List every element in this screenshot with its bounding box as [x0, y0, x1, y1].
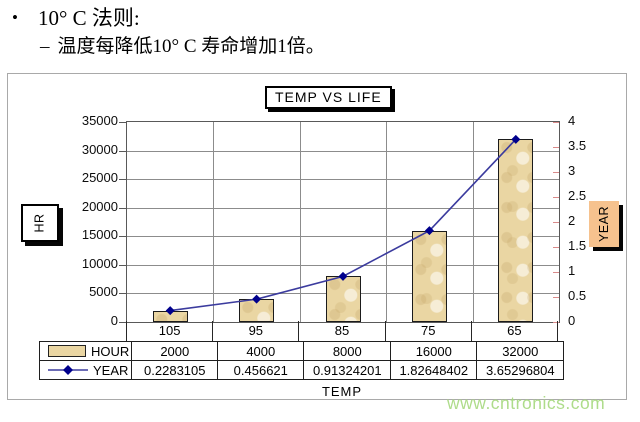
- category-label-65: 65: [472, 321, 559, 341]
- left-axis-label: 15000: [81, 227, 118, 243]
- left-axis-label: 30000: [81, 141, 118, 157]
- right-axis-title: YEAR: [597, 205, 612, 243]
- gridline-vertical: [472, 122, 474, 322]
- right-axis-tick: [553, 147, 559, 148]
- category-label-85: 85: [299, 321, 386, 341]
- header-line-1: • 10° C 法则:: [12, 5, 140, 31]
- left-axis-label: 5000: [89, 284, 118, 300]
- year-line-series: [165, 134, 521, 316]
- diamond-marker-75: [424, 226, 434, 236]
- header-line-2: – 温度每降低10° C 寿命增加1倍。: [40, 34, 325, 59]
- category-label-75: 75: [386, 321, 472, 341]
- cell-year-65: 3.65296804: [476, 360, 565, 380]
- category-label-105: 105: [127, 321, 214, 341]
- bullet-icon: •: [12, 8, 18, 27]
- left-axis-label: 20000: [81, 198, 118, 214]
- left-axis-tick: [119, 207, 127, 209]
- right-axis-label: 0: [568, 313, 576, 328]
- right-axis-tick: [553, 172, 559, 173]
- cell-hour-75: 16000: [390, 341, 478, 361]
- gridline-vertical: [386, 122, 388, 322]
- right-axis-tick: [553, 122, 559, 123]
- plot-area: [119, 121, 560, 323]
- left-axis-label: 35000: [81, 113, 118, 128]
- cell-year-85: 0.91324201: [303, 360, 392, 380]
- gridline-horizontal: [127, 207, 559, 209]
- cell-hour-65: 32000: [476, 341, 565, 361]
- cell-year-95: 0.456621: [217, 360, 305, 380]
- right-axis-label: 4: [568, 113, 576, 128]
- right-axis-tick: [553, 322, 559, 323]
- header-subtitle: 温度每降低10° C 寿命增加1倍。: [57, 36, 325, 57]
- left-axis-title-box: HR: [21, 204, 59, 242]
- data-table: HOUR 2000 4000 8000 16000 32000 YEAR 0.2283105 0…: [38, 341, 565, 380]
- gridline-horizontal: [127, 264, 559, 266]
- left-axis-tick: [119, 264, 127, 266]
- diamond-marker-85: [338, 271, 348, 281]
- left-axis-tick: [119, 236, 127, 238]
- right-axis-title-box: YEAR: [589, 201, 619, 247]
- gridline-vertical: [299, 122, 301, 322]
- gridline-horizontal: [127, 179, 559, 181]
- left-axis-tick: [119, 122, 127, 123]
- cell-hour-95: 4000: [217, 341, 305, 361]
- category-label-95: 95: [213, 321, 300, 341]
- right-axis-tick: [553, 247, 559, 248]
- cell-hour-85: 8000: [303, 341, 392, 361]
- diamond-marker-95: [252, 294, 262, 304]
- cell-hour-105: 2000: [131, 341, 219, 361]
- year-line-legend-icon: [48, 365, 88, 375]
- chart-frame: TEMP VS LIFE HR YEAR 105 95 85 75 65 HOUR 200…: [7, 73, 627, 400]
- data-table-body: HOUR 2000 4000 8000 16000 32000 YEAR 0.2283105 0…: [38, 341, 565, 380]
- series-name-hour: HOUR: [91, 343, 130, 359]
- watermark-text: www.cntronics.com: [447, 393, 606, 413]
- right-axis-label: 0.5: [568, 288, 587, 303]
- legend-cell-year: YEAR: [38, 360, 133, 380]
- gridline-horizontal: [127, 236, 559, 238]
- dash-icon: –: [40, 36, 50, 57]
- right-axis-label: 3.5: [568, 138, 587, 153]
- left-axis-tick: [119, 150, 127, 152]
- bar-hour-75: [411, 230, 447, 322]
- right-axis-label: 2: [568, 213, 576, 228]
- right-axis-tick: [553, 222, 559, 223]
- left-axis-tick: [119, 293, 127, 295]
- series-name-year: YEAR: [93, 362, 129, 378]
- legend-cell-hour: HOUR: [38, 341, 133, 361]
- bar-hour-85: [325, 276, 361, 322]
- table-row-hour: HOUR 2000 4000 8000 16000 32000: [38, 341, 565, 361]
- bar-hour-65: [498, 139, 534, 322]
- right-axis-label: 1.5: [568, 238, 587, 253]
- x-axis-title: TEMP: [321, 384, 363, 399]
- cell-year-105: 0.2283105: [131, 360, 219, 380]
- category-axis-row: 105 95 85 75 65: [126, 321, 559, 341]
- gridline-horizontal: [127, 150, 559, 152]
- table-row-year: YEAR 0.2283105 0.456621 0.91324201 1.8264840…: [38, 360, 565, 380]
- right-axis-label: 2.5: [568, 188, 587, 203]
- cell-year-75: 1.82648402: [390, 360, 478, 380]
- left-axis-tick: [119, 322, 127, 323]
- diamond-marker-105: [165, 306, 175, 316]
- header-title: 10° C 法则:: [38, 6, 140, 30]
- right-axis-tick: [553, 297, 559, 298]
- bar-hour-95: [239, 299, 275, 322]
- left-axis-label: 0: [110, 313, 118, 328]
- diamond-marker-65: [511, 134, 521, 144]
- right-axis-tick: [553, 197, 559, 198]
- hour-bar-legend-icon: [48, 345, 86, 357]
- chart-title: TEMP VS LIFE: [265, 86, 392, 109]
- year-line-path: [170, 138, 517, 312]
- left-axis-tick: [119, 179, 127, 181]
- gridline-vertical: [213, 122, 215, 322]
- right-axis-label: 1: [568, 263, 576, 278]
- right-axis-tick: [553, 272, 559, 273]
- right-axis-label: 3: [568, 163, 576, 178]
- left-axis-label: 25000: [81, 170, 118, 186]
- left-axis-label: 10000: [81, 255, 118, 271]
